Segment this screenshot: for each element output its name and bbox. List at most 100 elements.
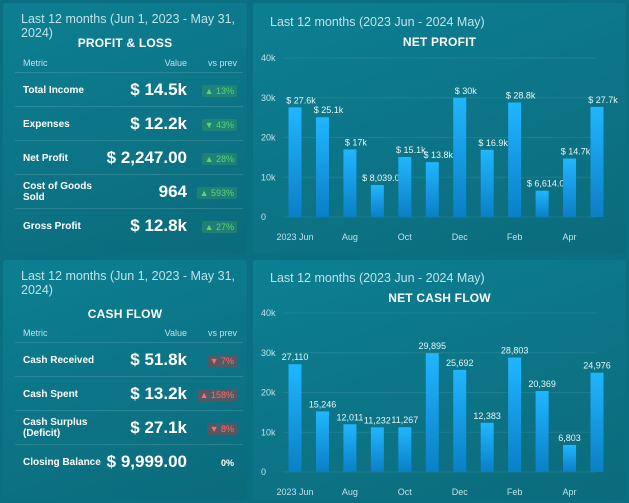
- y-tick-label: 10k: [261, 172, 276, 182]
- data-label: 28,803: [501, 346, 529, 356]
- pl-header-metric: Metric: [23, 58, 48, 68]
- data-label: 24,976: [583, 361, 611, 371]
- data-label: $ 25.1k: [314, 105, 344, 115]
- pl-table-header: Metric Value vs prev: [15, 54, 243, 72]
- table-row: Cost of Goods Sold 964 ▲ 593%: [15, 174, 243, 208]
- profit-loss-panel: Last 12 months (Jun 1, 2023 - May 31, 20…: [3, 3, 247, 253]
- bar-feb[interactable]: [508, 357, 522, 472]
- y-tick-label: 0: [261, 467, 266, 477]
- cf-header-metric: Metric: [23, 328, 48, 338]
- cf-metric-cash-spent: Cash Spent: [23, 389, 79, 400]
- bar-dec[interactable]: [453, 97, 467, 217]
- net-profit-title: NET PROFIT: [402, 35, 477, 49]
- bar-dec[interactable]: [453, 369, 467, 472]
- pl-value-expenses: $ 12.2k: [130, 114, 187, 133]
- net-cash-flow-subtitle: Last 12 months (2023 Jun - 2024 May): [270, 271, 485, 285]
- pl-change-gross-profit: ▲ 27%: [201, 221, 237, 233]
- bar-oct[interactable]: [398, 156, 412, 217]
- bar-jul[interactable]: [315, 117, 329, 217]
- bar-nov[interactable]: [425, 353, 439, 472]
- bar-2023-jun[interactable]: [288, 107, 302, 217]
- y-tick-label: 10k: [261, 427, 276, 437]
- bar-apr[interactable]: [563, 158, 577, 217]
- x-tick-label: Feb: [507, 487, 523, 497]
- pl-change-total-income: ▲ 13%: [201, 85, 237, 97]
- bar-apr[interactable]: [563, 444, 577, 472]
- net-cash-flow-title: NET CASH FLOW: [388, 291, 491, 305]
- data-label: 20,369: [528, 379, 556, 389]
- cf-change-cash-spent: ▲ 158%: [196, 389, 237, 401]
- pl-metric-gross-profit: Gross Profit: [23, 221, 81, 232]
- cf-value-closing-balance: $ 9,999.00: [106, 452, 187, 471]
- x-tick-label: Aug: [342, 232, 358, 242]
- bar-aug[interactable]: [343, 424, 357, 472]
- data-label: $ 13.8k: [424, 150, 454, 160]
- cf-table: Metric Value vs prev Cash Received $ 51.…: [15, 324, 243, 478]
- bar-mar[interactable]: [535, 190, 549, 217]
- cf-change-closing-balance: 0%: [220, 458, 234, 468]
- cf-subtitle: Last 12 months (Jun 1, 2023 - May 31, 20…: [21, 269, 236, 297]
- table-row: Gross Profit $ 12.8k ▲ 27%: [15, 208, 243, 242]
- data-label: $ 27.6k: [286, 95, 316, 105]
- data-label: $ 27.7k: [588, 95, 618, 105]
- bar-may[interactable]: [590, 372, 604, 472]
- bar-sep[interactable]: [370, 427, 384, 472]
- pl-change-net-profit: ▲ 28%: [201, 153, 237, 165]
- data-label: $ 17k: [345, 137, 368, 147]
- x-tick-label: Apr: [563, 232, 577, 242]
- pl-value-net-profit: $ 2,247.00: [106, 148, 187, 167]
- table-row: Closing Balance $ 9,999.00 0%: [15, 444, 243, 478]
- data-label: $ 30k: [455, 86, 478, 96]
- data-label: 25,692: [446, 358, 474, 368]
- data-label: 11,267: [391, 415, 418, 425]
- x-tick-label: Apr: [563, 487, 577, 497]
- data-label: $ 6,614.00: [527, 179, 570, 189]
- pl-change-cogs: ▲ 593%: [196, 187, 237, 199]
- y-tick-label: 30k: [261, 93, 276, 103]
- y-tick-label: 20k: [261, 388, 276, 398]
- bar-feb[interactable]: [508, 102, 522, 217]
- cf-metric-cash-received: Cash Received: [23, 355, 95, 366]
- bar-2023-jun[interactable]: [288, 364, 302, 472]
- x-tick-label: Feb: [507, 232, 523, 242]
- bar-oct[interactable]: [398, 427, 412, 472]
- data-label: $ 8,039.00: [362, 173, 405, 183]
- y-tick-label: 40k: [261, 53, 276, 63]
- net-profit-chart: 0 10k 20k 30k 40k $ 27.6k 2023 Jun $ 25.1k $ 17k…: [261, 53, 618, 242]
- data-label: $ 14.7k: [561, 147, 591, 157]
- bar-mar[interactable]: [535, 391, 549, 472]
- net-profit-panel: Last 12 months (2023 Jun - 2024 May) NET…: [253, 3, 626, 253]
- x-tick-label: Oct: [398, 232, 413, 242]
- bar-sep[interactable]: [370, 185, 384, 217]
- table-row: Cash Spent $ 13.2k ▲ 158%: [15, 376, 243, 410]
- bar-nov[interactable]: [425, 162, 439, 217]
- data-label: 29,895: [419, 341, 447, 351]
- y-tick-label: 20k: [261, 133, 276, 143]
- cf-metric-closing-balance: Closing Balance: [23, 457, 101, 468]
- data-label: 6,803: [558, 433, 581, 443]
- pl-value-total-income: $ 14.5k: [130, 80, 187, 99]
- x-tick-label: Oct: [398, 487, 413, 497]
- pl-metric-net-profit: Net Profit: [23, 153, 68, 164]
- bar-jan[interactable]: [480, 149, 494, 217]
- pl-value-gross-profit: $ 12.8k: [130, 216, 187, 235]
- pl-metric-cogs: Cost of Goods Sold: [23, 181, 92, 203]
- bar-aug[interactable]: [343, 149, 357, 217]
- y-tick-label: 40k: [261, 308, 276, 318]
- pl-subtitle: Last 12 months (Jun 1, 2023 - May 31, 20…: [21, 12, 236, 40]
- table-row: Net Profit $ 2,247.00 ▲ 28%: [15, 140, 243, 174]
- bar-may[interactable]: [590, 106, 604, 217]
- y-tick-label: 30k: [261, 348, 276, 358]
- x-tick-label: Aug: [342, 487, 358, 497]
- pl-metric-expenses: Expenses: [23, 119, 70, 130]
- bar-jan[interactable]: [480, 422, 494, 472]
- table-row: Cash Received $ 51.8k ▼ 7%: [15, 342, 243, 376]
- pl-table: Metric Value vs prev Total Income $ 14.5…: [15, 54, 243, 242]
- table-row: Expenses $ 12.2k ▼ 43%: [15, 106, 243, 140]
- x-tick-label: 2023 Jun: [276, 232, 313, 242]
- bar-jul[interactable]: [315, 411, 329, 472]
- cf-header-value: Value: [164, 328, 187, 338]
- x-tick-label: Dec: [452, 487, 469, 497]
- pl-title: PROFIT & LOSS: [77, 36, 173, 50]
- cf-value-cash-received: $ 51.8k: [130, 350, 187, 369]
